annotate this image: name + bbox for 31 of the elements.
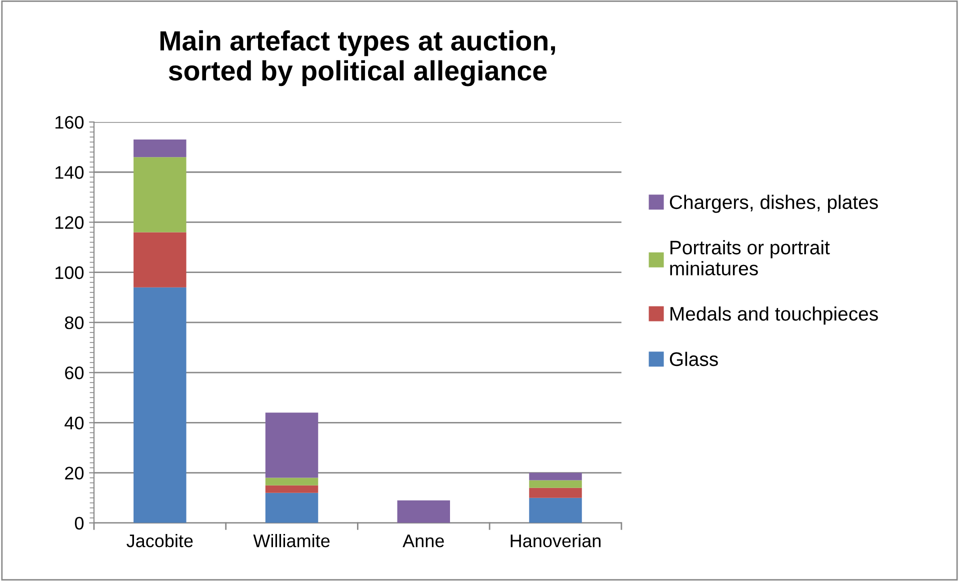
y-tick-label: 80 — [64, 316, 84, 330]
bar — [134, 157, 186, 232]
bar — [134, 287, 186, 523]
y-tick-label: 100 — [56, 266, 84, 280]
legend-label: Glass — [670, 352, 718, 366]
legend-label: Portraits or portrait miniatures — [670, 240, 830, 276]
y-tick-label: 160 — [56, 116, 84, 129]
bar — [529, 488, 582, 498]
x-tick-label: Jacobite — [126, 534, 193, 548]
y-tick-label: 20 — [65, 466, 84, 480]
bar — [134, 232, 186, 288]
y-tick-label: 120 — [56, 216, 84, 229]
bar — [529, 480, 582, 488]
bar — [529, 472, 582, 480]
x-tick-label: Hanoverian — [510, 534, 601, 548]
chart-title: Main artefact types at auction, sorted by political allegiance — [160, 30, 555, 86]
bar — [265, 412, 318, 478]
legend-label: Chargers, dishes, plates — [670, 194, 878, 213]
y-tick-label: 140 — [56, 166, 84, 179]
y-tick-label: 0 — [74, 516, 84, 530]
bar — [397, 500, 450, 523]
bar — [265, 492, 318, 523]
legend-label: Medals and touchpieces — [670, 306, 878, 325]
bar — [265, 478, 318, 486]
bar — [134, 140, 186, 158]
bar — [529, 498, 582, 523]
x-tick-label: Williamite — [253, 534, 330, 548]
y-tick-label: 40 — [64, 416, 84, 430]
bar — [265, 485, 318, 493]
x-tick-label: Anne — [402, 534, 444, 548]
y-tick-label: 60 — [65, 366, 84, 380]
